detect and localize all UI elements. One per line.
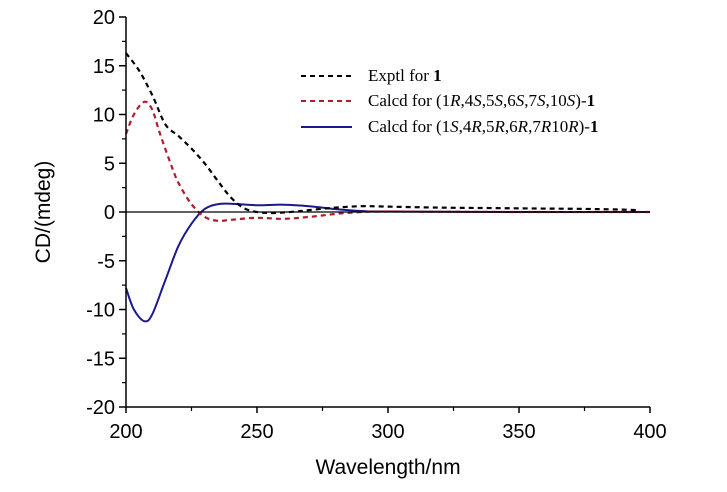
- legend-label-part: S: [567, 91, 576, 110]
- legend-label: Calcd for (1R,4S,5S,6S,7S,10S)-1: [368, 91, 595, 110]
- legend-label-part: ,4: [461, 91, 474, 110]
- legend-label-part: R: [470, 117, 482, 136]
- y-axis-title: CD/(mdeg): [32, 161, 55, 264]
- y-tick-label: -10: [86, 300, 115, 322]
- legend-label-part: ,6: [503, 91, 516, 110]
- legend-label-part: S: [450, 117, 459, 136]
- x-tick-label: 400: [633, 421, 666, 443]
- legend-label-part: S: [495, 91, 504, 110]
- legend-label-part: R: [494, 117, 506, 136]
- legend-label-part: 1: [442, 91, 451, 110]
- legend-label-part: R: [540, 117, 552, 136]
- legend-label-part: -: [584, 117, 590, 136]
- y-tick-label: 10: [93, 105, 115, 127]
- legend-label-part: S: [537, 91, 546, 110]
- y-tick-label: -5: [97, 251, 115, 273]
- legend-entry: Calcd for (1S,4R,5R,6R,7R10R)-1: [301, 117, 598, 136]
- legend-label-part: Calcd for (: [368, 117, 442, 136]
- legend-label-part: 1: [590, 117, 599, 136]
- legend-label: Exptl for 1: [368, 66, 442, 85]
- legend-label-part: 1: [433, 66, 442, 85]
- legend-entry: Exptl for 1: [301, 66, 442, 85]
- y-tick-label: 20: [93, 7, 115, 29]
- legend-label-part: Exptl for: [368, 66, 433, 85]
- legend-label-part: S: [473, 91, 482, 110]
- legend-label-part: 1: [587, 91, 596, 110]
- legend-entry: Calcd for (1R,4S,5S,6S,7S,10S)-1: [301, 91, 595, 110]
- legend-label-part: ): [579, 117, 585, 136]
- legend-label-part: ,5: [482, 91, 495, 110]
- legend-label-part: 1: [442, 117, 451, 136]
- y-tick-label: -15: [86, 348, 115, 370]
- legend-label-part: -: [581, 91, 587, 110]
- legend-label-part: R: [517, 117, 529, 136]
- y-tick-label: -20: [86, 397, 115, 419]
- x-axis-title: Wavelength/nm: [315, 456, 460, 479]
- legend-label-part: ,4: [459, 117, 472, 136]
- legend-label-part: ,10: [546, 91, 567, 110]
- x-tick-label: 250: [240, 421, 273, 443]
- series-line-2: [125, 202, 651, 323]
- legend-label-part: ): [575, 91, 581, 110]
- y-tick-label: 15: [93, 56, 115, 78]
- series-line-0: [125, 52, 637, 215]
- legend-label-part: ,7: [528, 117, 541, 136]
- legend-label-part: S: [516, 91, 525, 110]
- legend-label-part: ,5: [482, 117, 495, 136]
- legend-label-part: 10: [551, 117, 568, 136]
- legend-label-part: ,6: [505, 117, 518, 136]
- y-tick-label: 0: [104, 202, 115, 224]
- x-tick-label: 200: [109, 421, 142, 443]
- x-tick-label: 350: [502, 421, 535, 443]
- x-tick-label: 300: [371, 421, 404, 443]
- legend-label: Calcd for (1S,4R,5R,6R,7R10R)-1: [368, 117, 598, 136]
- legend-label-part: ,7: [524, 91, 537, 110]
- y-tick-label: 5: [104, 153, 115, 175]
- legend-label-part: R: [567, 117, 579, 136]
- legend-label-part: Calcd for (: [368, 91, 442, 110]
- legend-label-part: R: [449, 91, 461, 110]
